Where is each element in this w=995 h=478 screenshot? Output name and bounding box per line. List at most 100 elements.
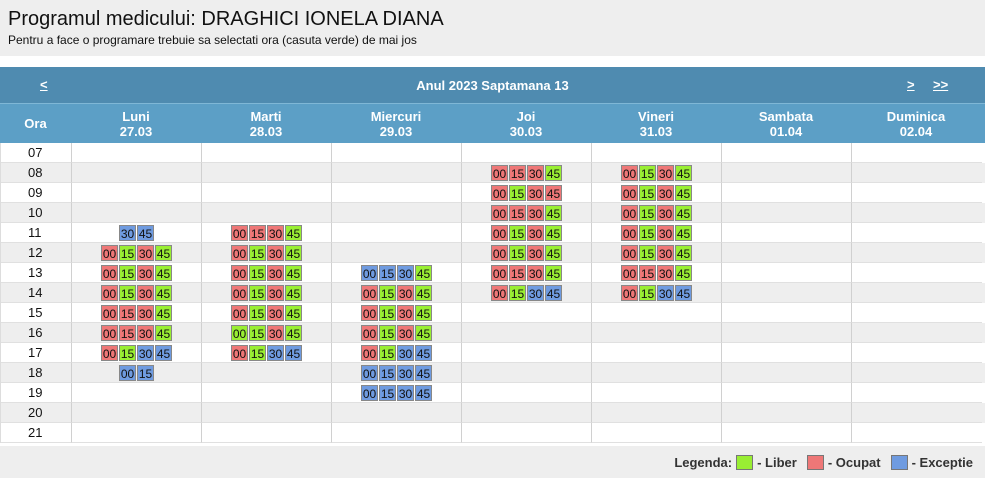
slot-liber[interactable]: 45 — [675, 264, 692, 281]
day-cell — [462, 403, 592, 423]
slot-liber[interactable]: 45 — [415, 264, 432, 281]
slot-liber[interactable]: 45 — [415, 284, 432, 301]
slot-group: 00 15 30 45 — [101, 324, 172, 341]
hour-label: 13 — [1, 263, 72, 283]
hour-row: 16 00 15 30 45 00 15 30 45 00 15 30 45 — [1, 323, 985, 343]
day-cell: 00 15 30 45 — [72, 303, 202, 323]
slot-liber[interactable]: 15 — [249, 304, 266, 321]
slot-liber[interactable]: 15 — [509, 224, 526, 241]
slot-liber[interactable]: 45 — [285, 324, 302, 341]
slot-ocupat: 30 — [527, 264, 544, 281]
next-week-link[interactable]: > — [907, 77, 915, 92]
slot-ocupat: 00 — [231, 224, 248, 241]
day-cell: 00 15 30 45 — [462, 243, 592, 263]
slot-liber[interactable]: 15 — [249, 284, 266, 301]
slot-group: 00 15 30 45 — [101, 284, 172, 301]
day-header-marti: Marti 28.03 — [201, 104, 331, 143]
slot-liber[interactable]: 45 — [675, 184, 692, 201]
slot-ocupat: 45 — [545, 184, 562, 201]
day-cell — [72, 423, 202, 443]
slot-ocupat: 00 — [101, 344, 118, 361]
hour-row: 14 00 15 30 45 00 15 30 45 00 15 30 45 00 15 30 45 00 15 30… — [1, 283, 985, 303]
slot-liber[interactable]: 45 — [675, 244, 692, 261]
slot-liber[interactable]: 15 — [119, 264, 136, 281]
day-header-miercuri: Miercuri 29.03 — [331, 104, 461, 143]
slot-liber[interactable]: 45 — [415, 304, 432, 321]
legend-bar: Legenda: - Liber - Ocupat - Exceptie — [0, 446, 985, 478]
slot-liber[interactable]: 15 — [639, 204, 656, 221]
hour-label: 19 — [1, 383, 72, 403]
slot-liber[interactable]: 45 — [545, 264, 562, 281]
hour-row: 11 30 45 00 15 30 45 00 15 30 45 00 15 30 45 — [1, 223, 985, 243]
slot-ocupat: 00 — [621, 264, 638, 281]
slot-liber[interactable]: 45 — [285, 224, 302, 241]
slot-liber[interactable]: 15 — [509, 244, 526, 261]
liber-swatch — [736, 455, 754, 470]
slot-exceptie: 45 — [545, 284, 562, 301]
slot-liber[interactable]: 45 — [155, 264, 172, 281]
slot-liber[interactable]: 45 — [285, 284, 302, 301]
slot-liber[interactable]: 15 — [119, 344, 136, 361]
slot-liber[interactable]: 15 — [379, 324, 396, 341]
slot-liber[interactable]: 45 — [675, 164, 692, 181]
prev-week-link[interactable]: < — [40, 77, 48, 92]
day-cell — [72, 143, 202, 163]
slot-liber[interactable]: 45 — [285, 264, 302, 281]
day-cell: 00 15 30 45 — [72, 263, 202, 283]
slot-liber[interactable]: 15 — [379, 304, 396, 321]
slot-liber[interactable]: 15 — [639, 244, 656, 261]
day-cell: 00 15 30 45 — [332, 343, 462, 363]
last-week-link[interactable]: >> — [933, 77, 949, 92]
slot-liber[interactable]: 00 — [231, 324, 248, 341]
slot-ocupat: 30 — [137, 264, 154, 281]
slot-liber[interactable]: 15 — [379, 284, 396, 301]
slot-ocupat: 00 — [361, 284, 378, 301]
slot-liber[interactable]: 15 — [249, 324, 266, 341]
slot-liber[interactable]: 45 — [545, 244, 562, 261]
slot-group: 00 15 30 45 — [231, 284, 302, 301]
slot-liber[interactable]: 45 — [155, 284, 172, 301]
slot-liber[interactable]: 15 — [509, 284, 526, 301]
slot-liber[interactable]: 45 — [675, 204, 692, 221]
hour-row: 21 — [1, 423, 985, 443]
day-cell: 00 15 30 45 — [462, 223, 592, 243]
slot-ocupat: 30 — [267, 324, 284, 341]
slot-liber[interactable]: 15 — [249, 264, 266, 281]
slot-liber[interactable]: 45 — [155, 244, 172, 261]
slot-group: 00 15 30 45 — [361, 384, 432, 401]
slot-liber[interactable]: 15 — [509, 184, 526, 201]
slot-liber[interactable]: 45 — [545, 164, 562, 181]
slot-liber[interactable]: 15 — [119, 244, 136, 261]
slot-liber[interactable]: 45 — [545, 224, 562, 241]
day-cell: 30 45 — [72, 223, 202, 243]
day-cell: 00 15 30 45 — [592, 163, 722, 183]
slot-liber[interactable]: 15 — [639, 284, 656, 301]
day-cell: 00 15 30 45 — [462, 283, 592, 303]
slot-ocupat: 30 — [267, 284, 284, 301]
slot-exceptie: 15 — [379, 264, 396, 281]
slot-liber[interactable]: 45 — [285, 244, 302, 261]
slot-liber[interactable]: 15 — [119, 284, 136, 301]
slot-ocupat: 00 — [101, 304, 118, 321]
slot-liber[interactable]: 15 — [249, 344, 266, 361]
slot-liber[interactable]: 15 — [379, 344, 396, 361]
slot-liber[interactable]: 45 — [415, 324, 432, 341]
slot-liber[interactable]: 45 — [545, 204, 562, 221]
day-cell: 00 15 30 45 — [332, 283, 462, 303]
day-cell: 00 15 30 45 — [72, 323, 202, 343]
slot-group: 00 15 30 45 — [231, 344, 302, 361]
slot-liber[interactable]: 45 — [155, 324, 172, 341]
slot-ocupat: 30 — [527, 224, 544, 241]
slot-liber[interactable]: 45 — [675, 224, 692, 241]
slot-liber[interactable]: 45 — [285, 304, 302, 321]
slot-liber[interactable]: 15 — [639, 184, 656, 201]
slot-group: 00 15 30 45 — [491, 244, 562, 261]
slot-liber[interactable]: 15 — [639, 164, 656, 181]
slot-liber[interactable]: 15 — [249, 244, 266, 261]
ocupat-label: - Ocupat — [827, 455, 881, 470]
slot-liber[interactable]: 45 — [155, 304, 172, 321]
slot-ocupat: 00 — [361, 344, 378, 361]
day-cell — [72, 183, 202, 203]
slot-liber[interactable]: 15 — [639, 224, 656, 241]
day-cell — [202, 403, 332, 423]
